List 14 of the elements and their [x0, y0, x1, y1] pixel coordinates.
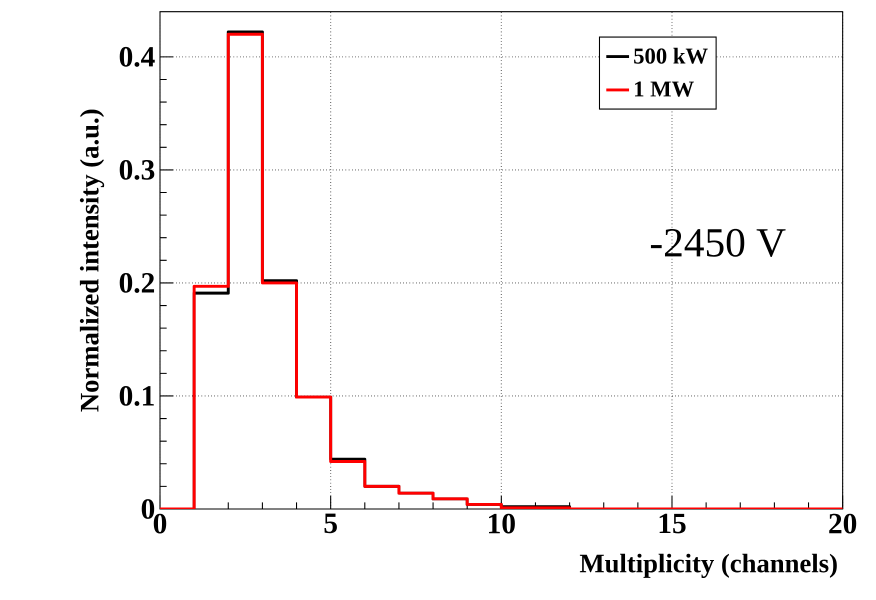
y-tick-label: 0.4	[120, 46, 155, 67]
y-tick-label: 0.2	[120, 272, 154, 293]
annotation: -2450 V	[650, 228, 786, 257]
x-tick-label: 10	[489, 514, 515, 534]
y-tick-label: 0	[142, 499, 154, 519]
x-axis-title: Multiplicity (channels)	[580, 554, 837, 578]
x-tick-label: 15	[660, 514, 686, 534]
y-axis-title: Normalized intensity (a.u.)	[80, 110, 104, 412]
x-tick-label: 5	[324, 514, 337, 534]
legend-label: 500 kW	[634, 48, 708, 64]
y-tick-label: 0.1	[120, 386, 154, 406]
x-tick-label: 20	[829, 514, 856, 534]
legend-label: 1 MW	[635, 81, 694, 97]
y-tick-label: 0.3	[120, 160, 154, 180]
